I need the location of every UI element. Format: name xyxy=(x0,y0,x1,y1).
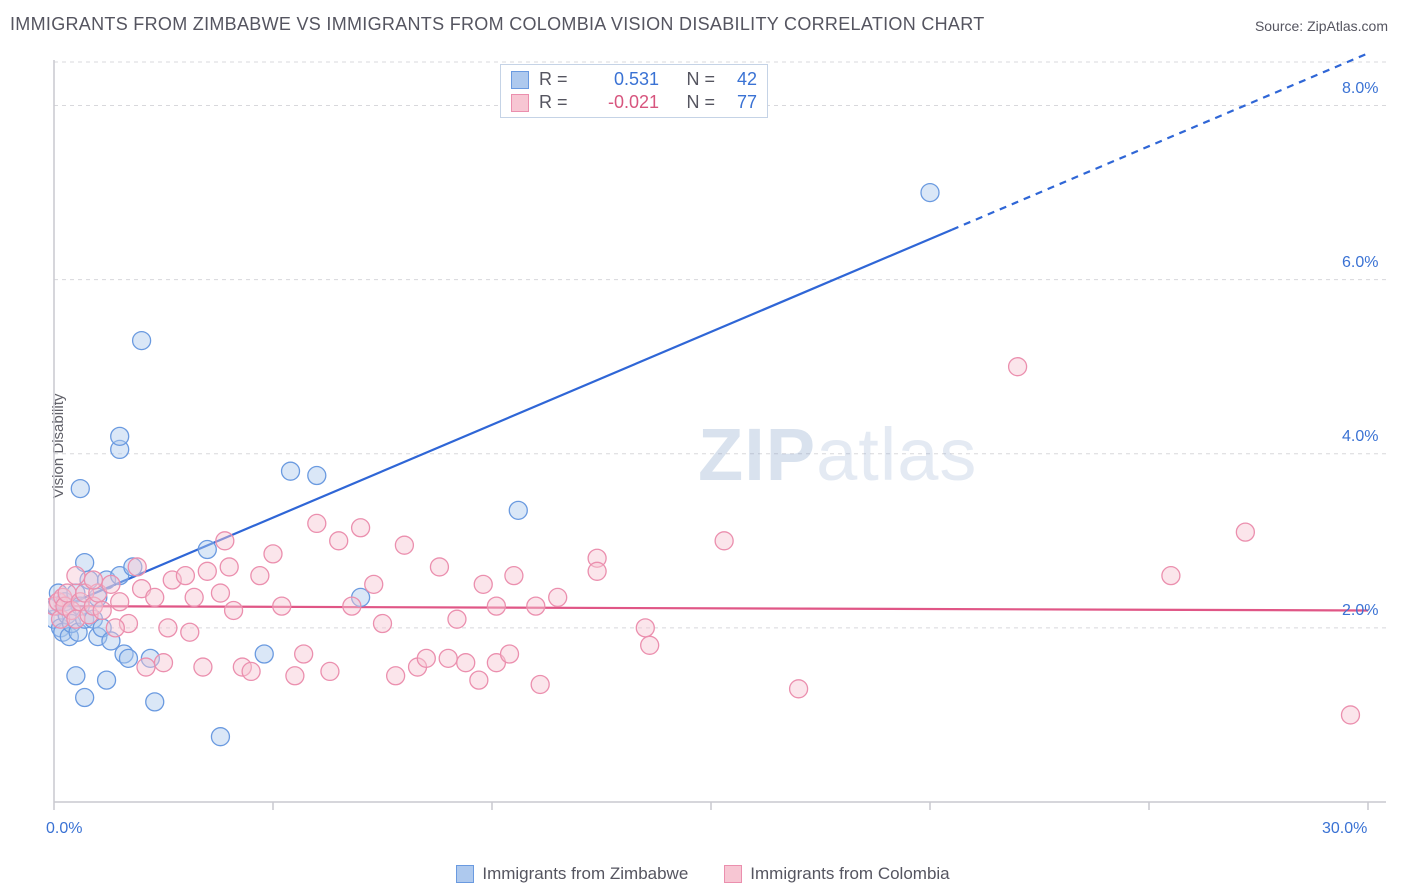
legend-label: Immigrants from Zimbabwe xyxy=(482,864,688,884)
legend-item: Immigrants from Zimbabwe xyxy=(456,864,688,884)
legend-swatch xyxy=(511,71,529,89)
source-label: Source: ZipAtlas.com xyxy=(1255,18,1388,34)
series-legend: Immigrants from Zimbabwe Immigrants from … xyxy=(0,864,1406,884)
legend-row: R = -0.021 N = 77 xyxy=(511,92,757,113)
y-tick-label: 8.0% xyxy=(1342,80,1378,98)
legend-item: Immigrants from Colombia xyxy=(724,864,949,884)
y-tick-label: 4.0% xyxy=(1342,428,1378,446)
n-label: N = xyxy=(675,92,715,113)
legend-label: Immigrants from Colombia xyxy=(750,864,949,884)
legend-swatch xyxy=(456,865,474,883)
correlation-legend: R = 0.531 N = 42 R = -0.021 N = 77 xyxy=(500,64,768,118)
n-value: 77 xyxy=(725,92,757,113)
chart-area: ZIPatlas R =0.531N =42R =-0.021N =77 2.0… xyxy=(48,42,1388,832)
r-value: -0.021 xyxy=(589,92,659,113)
y-tick-label: 6.0% xyxy=(1342,254,1378,272)
x-tick-label: 30.0% xyxy=(1322,820,1367,838)
n-label: N = xyxy=(675,69,715,90)
x-tick-label: 0.0% xyxy=(46,820,82,838)
r-label: R = xyxy=(539,69,579,90)
n-value: 42 xyxy=(725,69,757,90)
r-value: 0.531 xyxy=(589,69,659,90)
r-label: R = xyxy=(539,92,579,113)
legend-swatch xyxy=(724,865,742,883)
scatter-plot xyxy=(48,42,1388,832)
legend-swatch xyxy=(511,94,529,112)
y-tick-label: 2.0% xyxy=(1342,602,1378,620)
legend-row: R = 0.531 N = 42 xyxy=(511,69,757,90)
chart-title: IMMIGRANTS FROM ZIMBABWE VS IMMIGRANTS F… xyxy=(10,14,985,35)
